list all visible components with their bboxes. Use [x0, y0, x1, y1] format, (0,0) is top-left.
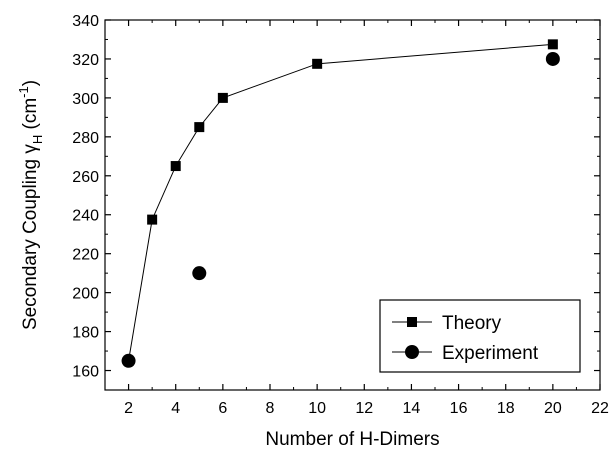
- x-axis-label: Number of H-Dimers: [265, 429, 439, 450]
- data-point-square: [194, 122, 205, 133]
- y-axis-label-unit-open: (cm: [20, 98, 41, 135]
- x-tick-label: 2: [124, 400, 133, 417]
- y-tick-label: 240: [72, 208, 99, 225]
- y-tick-label: 300: [72, 91, 99, 108]
- legend-marker-square: [407, 317, 417, 327]
- data-point-circle: [192, 266, 207, 281]
- x-tick-label: 18: [497, 400, 515, 417]
- plot-frame: [104, 19, 601, 391]
- legend: Theory Experiment: [379, 299, 581, 373]
- y-tick-label: 340: [72, 13, 99, 30]
- y-axis-label-main: Secondary Coupling γ: [20, 144, 41, 330]
- y-axis-label-unit-sup: -1: [16, 86, 31, 98]
- data-point-circle: [121, 353, 136, 368]
- x-tick-label: 8: [266, 400, 275, 417]
- y-axis-label-subscript: H: [30, 135, 45, 144]
- series-experiment: [121, 51, 560, 368]
- data-point-square: [547, 39, 558, 50]
- x-tick-label: 4: [171, 400, 180, 417]
- x-tick-label: 22: [591, 400, 609, 417]
- data-point-square: [170, 161, 181, 172]
- y-axis-label-unit-close: ): [20, 80, 41, 86]
- y-tick-label: 320: [72, 52, 99, 69]
- y-tick-label: 200: [72, 286, 99, 303]
- legend-label: Theory: [442, 313, 502, 334]
- x-tick-label: 10: [308, 400, 326, 417]
- x-tick-label: 6: [218, 400, 227, 417]
- y-tick-label: 160: [72, 364, 99, 381]
- legend-marker-circle: [405, 345, 419, 359]
- y-tick-label: 260: [72, 169, 99, 186]
- data-point-circle: [545, 51, 560, 66]
- y-axis-label: Secondary Coupling γH (cm-1): [16, 80, 45, 330]
- data-point-square: [147, 214, 158, 225]
- x-tick-label: 20: [544, 400, 562, 417]
- series-layer: [121, 39, 560, 368]
- data-point-square: [312, 58, 323, 69]
- data-point-square: [217, 92, 228, 103]
- y-tick-label: 220: [72, 247, 99, 264]
- legend-box: [379, 299, 581, 373]
- x-tick-label: 14: [403, 400, 421, 417]
- y-tick-label: 280: [72, 130, 99, 147]
- y-tick-label: 180: [72, 325, 99, 342]
- axis-ticks: 2 4 6 8 10 12 14 16 18 20 22 160 180 200 220 240 260 280 3…: [72, 13, 609, 417]
- x-tick-label: 12: [355, 400, 373, 417]
- legend-label: Experiment: [442, 343, 539, 364]
- x-tick-label: 16: [450, 400, 468, 417]
